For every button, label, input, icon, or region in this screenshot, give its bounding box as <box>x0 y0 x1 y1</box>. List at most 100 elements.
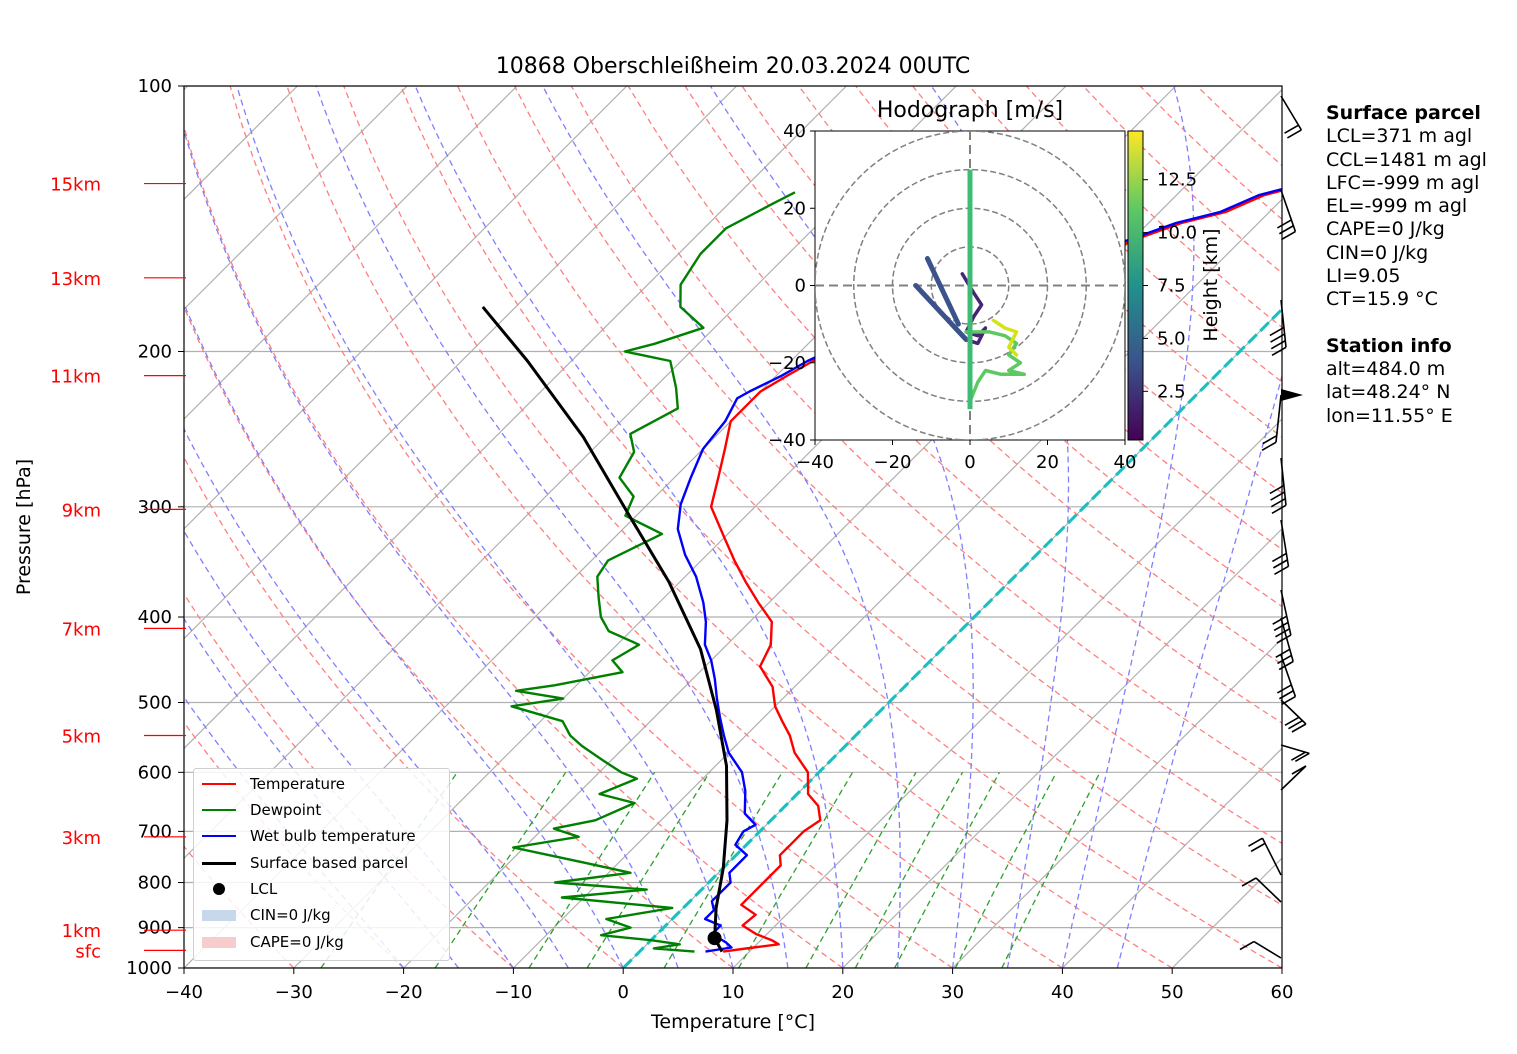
wind-barb-feather <box>1291 723 1307 733</box>
wind-barb-staff <box>1280 457 1287 506</box>
wind-barb-feather <box>1270 497 1286 508</box>
colorbar-tick-label: 10.0 <box>1157 223 1197 244</box>
wind-barb-staff <box>1280 189 1297 232</box>
station-line: alt=484.0 m <box>1326 357 1446 380</box>
hodograph-trace <box>913 283 969 343</box>
height-label: 5km <box>62 727 101 748</box>
legend-item-wetbulb: Wet bulb temperature <box>194 826 416 846</box>
colorbar-tick-label: 7.5 <box>1157 276 1186 297</box>
legend-swatch-cin <box>202 909 236 921</box>
moist-adiabat <box>542 86 901 968</box>
dewpoint-line <box>510 191 796 953</box>
height-label: 11km <box>50 367 101 388</box>
height-label: 15km <box>50 175 101 196</box>
isotherm <box>842 527 1282 968</box>
dry-adiabat <box>457 86 1282 906</box>
isotherm <box>184 86 847 750</box>
wind-barb-feather <box>1277 654 1292 665</box>
chart-title: 10868 Oberschleißheim 20.03.2024 00UTC <box>496 54 971 79</box>
x-tick-label: −20 <box>385 982 423 1003</box>
x-tick-label: 40 <box>1051 982 1074 1003</box>
dry-adiabat <box>184 456 624 968</box>
hodograph-x-tick-label: −20 <box>874 452 912 473</box>
wind-barb-staff <box>1280 699 1307 725</box>
isotherm <box>512 198 1282 968</box>
wind-barb-staff <box>1280 589 1292 636</box>
mixing-ratio-line <box>586 771 711 968</box>
mixing-ratio-line <box>894 771 1000 968</box>
height-label: 9km <box>62 500 101 521</box>
hodograph-y-tick-label: 40 <box>783 121 806 142</box>
wind-barb-staff <box>1253 940 1282 959</box>
legend-swatch-dewpoint <box>202 809 236 811</box>
legend-label: CIN=0 J/kg <box>250 906 331 924</box>
y-tick-label: 800 <box>138 873 172 894</box>
wind-barb-feather <box>1291 765 1307 775</box>
legend-swatch-temperature <box>202 783 236 785</box>
y-tick-label: 600 <box>138 762 172 783</box>
mixing-ratio-line <box>805 771 917 968</box>
height-label: 3km <box>62 828 101 849</box>
legend-item-parcel: Surface based parcel <box>194 853 408 873</box>
legend-item-dewpoint: Dewpoint <box>194 800 321 820</box>
hodograph-title: Hodograph [m/s] <box>877 98 1063 123</box>
hodograph-y-tick-label: 20 <box>783 198 806 219</box>
x-tick-label: −40 <box>165 982 203 1003</box>
legend-item-lcl: LCL <box>194 879 277 899</box>
mixing-ratio-line <box>738 771 854 968</box>
mixing-ratio-line <box>528 771 656 968</box>
mixing-ratio-line <box>434 771 567 968</box>
y-tick-label: 1000 <box>126 958 172 979</box>
dry-adiabat <box>343 86 1173 968</box>
wind-barb-feather <box>1241 877 1257 887</box>
legend-label: Dewpoint <box>250 801 322 819</box>
wind-barb-feather <box>1273 559 1288 569</box>
hodograph-x-tick-label: −40 <box>796 452 834 473</box>
height-label: 13km <box>50 269 101 290</box>
moist-adiabat <box>414 86 844 968</box>
wind-barb-feather <box>1271 552 1287 563</box>
surface-line: LI=9.05 <box>1326 265 1401 288</box>
freezing-isotherm <box>622 307 1282 968</box>
legend-item-temperature: Temperature <box>194 774 345 794</box>
moist-adiabat <box>184 529 514 968</box>
y-tick-label: 300 <box>138 497 172 518</box>
isotherm <box>732 418 1282 968</box>
legend-swatch-lcl <box>213 883 225 895</box>
x-tick-label: −10 <box>494 982 532 1003</box>
wind-barb-pennant <box>1281 389 1303 401</box>
wind-barb-feather <box>1271 504 1287 514</box>
wind-barb-feather <box>1273 621 1289 632</box>
wind-barb-feather <box>1276 684 1292 694</box>
wind-barb-feather <box>1269 326 1285 337</box>
moist-adiabat <box>184 427 569 968</box>
wind-barb-feather <box>1270 339 1286 350</box>
x-axis-label: Temperature [°C] <box>650 1011 815 1033</box>
moist-adiabat <box>1116 373 1282 968</box>
hodograph-y-tick-label: −20 <box>768 353 806 374</box>
wind-barbs <box>1239 95 1310 959</box>
moist-adiabat <box>709 86 974 968</box>
hodograph-trace <box>964 330 1027 404</box>
dry-adiabat <box>184 124 844 968</box>
wind-barb-staff <box>1280 519 1290 567</box>
chart-legend: Temperature Dewpoint Wet bulb temperatur… <box>193 768 450 961</box>
hodograph-inset: Hodograph [m/s] −40−40 −20 −20 0 0 20 20 40 40 2… <box>768 98 1222 473</box>
legend-item-cape: CAPE=0 J/kg <box>194 932 344 952</box>
surface-line: CAPE=0 J/kg <box>1326 218 1445 241</box>
wind-barb-feather <box>1270 491 1285 501</box>
y-tick-label: 400 <box>138 607 172 628</box>
wind-barb-feather <box>1281 230 1296 241</box>
hodograph-ticks: −40−40 −20 −20 0 0 20 20 40 40 <box>768 121 1136 473</box>
legend-item-cin: CIN=0 J/kg <box>194 905 331 925</box>
height-label: 7km <box>62 619 101 640</box>
surface-line: CT=15.9 °C <box>1326 288 1438 311</box>
colorbar-tick-label: 5.0 <box>1157 328 1186 349</box>
x-tick-label: 0 <box>617 982 628 1003</box>
wind-barb-staff <box>1261 837 1282 876</box>
isotherm <box>184 86 628 530</box>
station-line: lon=11.55° E <box>1326 404 1453 427</box>
legend-swatch-parcel <box>202 861 236 865</box>
hodograph-trace <box>924 256 961 327</box>
